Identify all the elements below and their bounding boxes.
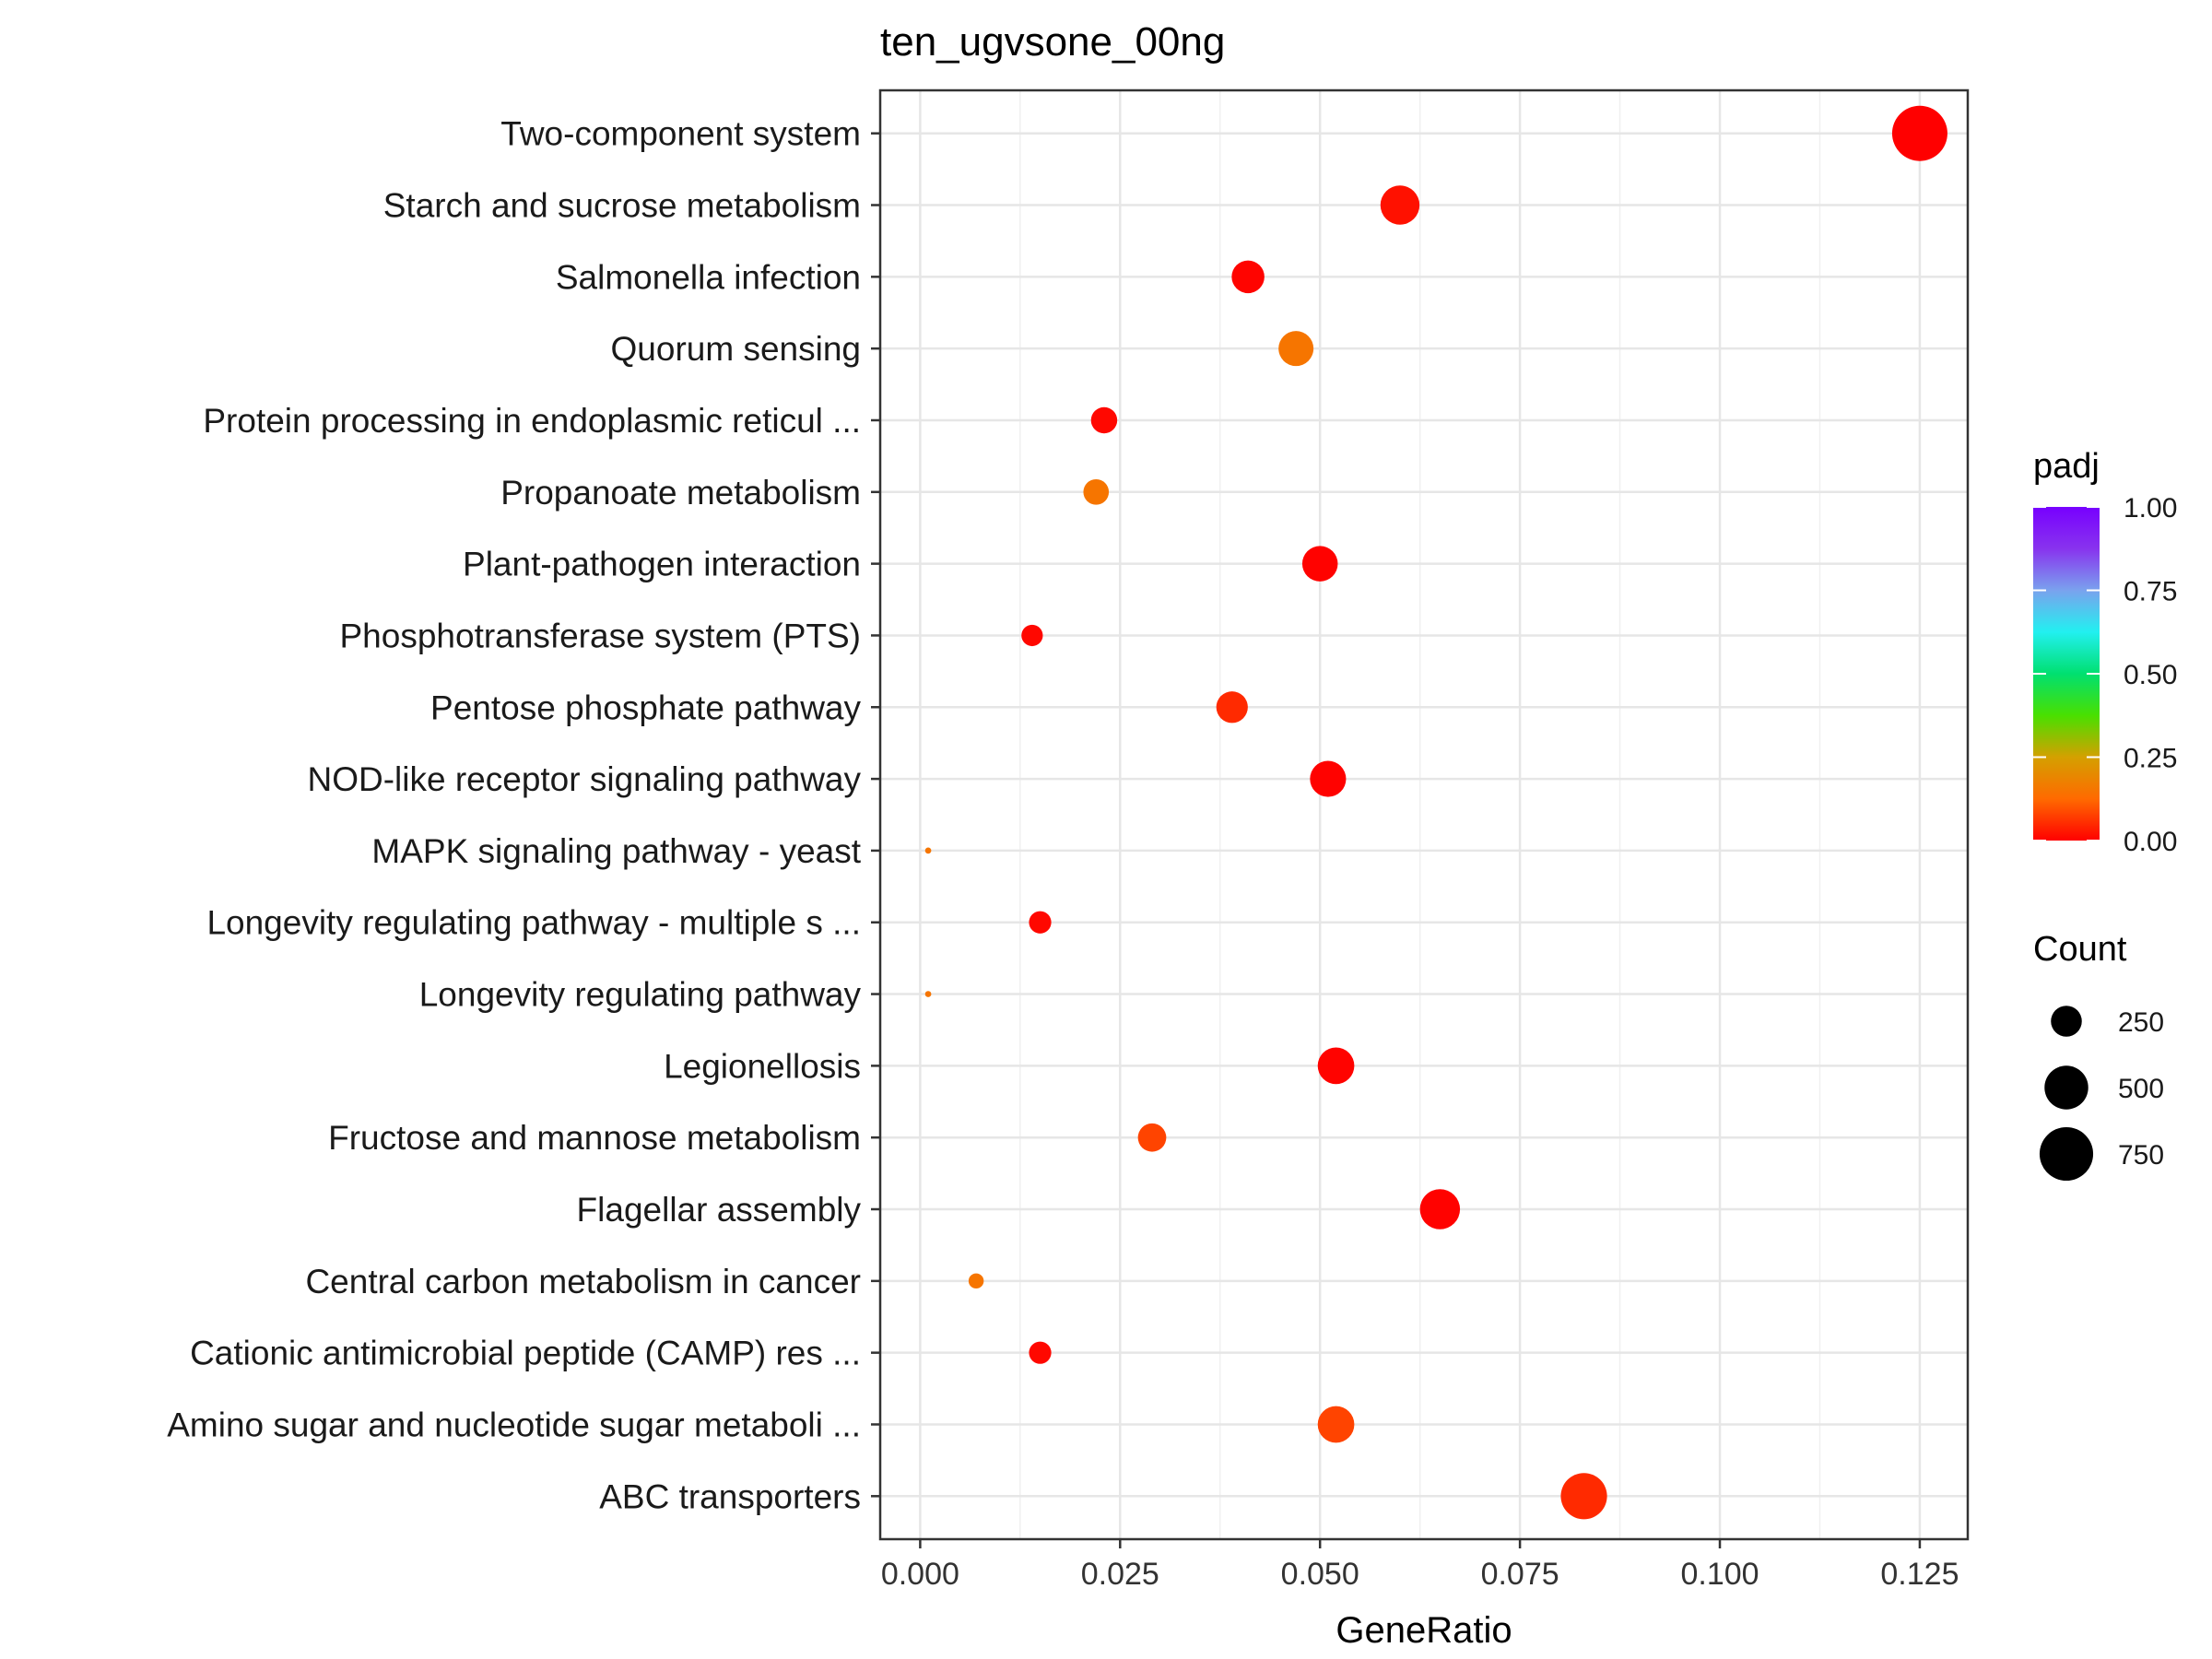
- y-tick-label: Amino sugar and nucleotide sugar metabol…: [167, 1406, 861, 1443]
- y-tick-label: MAPK signaling pathway - yeast: [371, 832, 861, 870]
- color-legend: padj 1.00 0.75 0.50 0.25 0.00: [2033, 447, 2177, 857]
- color-legend-label: 0.75: [2124, 577, 2177, 607]
- x-tick-label: 0.050: [1281, 1557, 1359, 1592]
- data-point: [1029, 911, 1052, 934]
- y-tick-label: Flagellar assembly: [577, 1191, 862, 1229]
- color-legend-label: 0.50: [2124, 660, 2177, 690]
- size-legend-title: Count: [2033, 930, 2127, 969]
- data-point: [1083, 478, 1110, 505]
- data-points: [924, 105, 1947, 1520]
- data-point: [1029, 1341, 1052, 1364]
- x-axis-title: GeneRatio: [1335, 1610, 1512, 1651]
- data-point: [968, 1273, 984, 1289]
- plot-panel: [880, 90, 1968, 1539]
- data-point: [924, 991, 932, 997]
- data-point: [1419, 1189, 1461, 1230]
- data-point: [1560, 1473, 1607, 1520]
- y-tick-label: Plant-pathogen interaction: [463, 546, 861, 583]
- size-legend-key: [2051, 1006, 2082, 1037]
- y-tick-label: Two-component system: [500, 115, 861, 153]
- x-tick-label: 0.025: [1081, 1557, 1159, 1592]
- data-point: [1380, 185, 1420, 225]
- y-tick-label: Cationic antimicrobial peptide (CAMP) re…: [190, 1335, 861, 1372]
- data-point: [1278, 331, 1314, 367]
- data-point: [1317, 1047, 1355, 1085]
- size-legend-label: 750: [2118, 1140, 2164, 1171]
- size-legend-label: 250: [2118, 1007, 2164, 1038]
- data-point: [1021, 624, 1043, 647]
- color-legend-label: 0.25: [2124, 744, 2177, 774]
- size-legend-key: [2039, 1126, 2094, 1182]
- minor-gridlines: [1019, 90, 1821, 1539]
- data-point: [1317, 1406, 1355, 1443]
- y-tick-label: Pentose phosphate pathway: [430, 688, 861, 726]
- y-tick-label: Longevity regulating pathway: [419, 976, 862, 1014]
- data-point: [1216, 691, 1248, 724]
- size-legend-label: 500: [2118, 1074, 2164, 1104]
- y-axis: Two-component system Starch and sucrose m…: [167, 115, 880, 1515]
- color-legend-title: padj: [2033, 447, 2100, 486]
- y-tick-label: ABC transporters: [599, 1477, 861, 1515]
- data-point: [1090, 406, 1118, 434]
- major-gridlines: [880, 90, 1968, 1539]
- data-point: [1137, 1123, 1167, 1152]
- color-legend-label: 0.00: [2124, 827, 2177, 857]
- y-tick-label: Longevity regulating pathway - multiple …: [206, 904, 861, 942]
- data-point: [1301, 546, 1338, 582]
- chart-title: ten_ugvsone_00ng: [880, 19, 1225, 65]
- x-tick-label: 0.000: [881, 1557, 959, 1592]
- x-tick-label: 0.100: [1680, 1557, 1759, 1592]
- y-tick-label: Propanoate metabolism: [500, 474, 861, 512]
- data-point: [1891, 105, 1947, 161]
- y-tick-label: Quorum sensing: [611, 330, 861, 368]
- data-point: [1231, 260, 1265, 294]
- y-tick-label: Phosphotransferase system (PTS): [340, 617, 862, 654]
- y-tick-label: Fructose and mannose metabolism: [328, 1119, 861, 1157]
- size-legend: Count 250 500 750: [2033, 930, 2164, 1182]
- x-tick-label: 0.075: [1481, 1557, 1559, 1592]
- y-tick-label: NOD-like receptor signaling pathway: [308, 760, 862, 798]
- y-tick-label: Salmonella infection: [556, 258, 861, 296]
- y-tick-label: Legionellosis: [664, 1047, 861, 1085]
- data-point: [924, 847, 932, 854]
- x-axis: 0.000 0.025 0.050 0.075 0.100 0.125: [881, 1539, 1959, 1592]
- y-tick-label: Protein processing in endoplasmic reticu…: [203, 402, 861, 440]
- data-point: [1310, 760, 1347, 797]
- color-legend-label: 1.00: [2124, 493, 2177, 524]
- x-tick-label: 0.125: [1880, 1557, 1959, 1592]
- plot-border: [878, 88, 1970, 1541]
- size-legend-key: [2044, 1065, 2088, 1110]
- y-tick-label: Central carbon metabolism in cancer: [305, 1263, 861, 1300]
- y-tick-label: Starch and sucrose metabolism: [383, 187, 861, 225]
